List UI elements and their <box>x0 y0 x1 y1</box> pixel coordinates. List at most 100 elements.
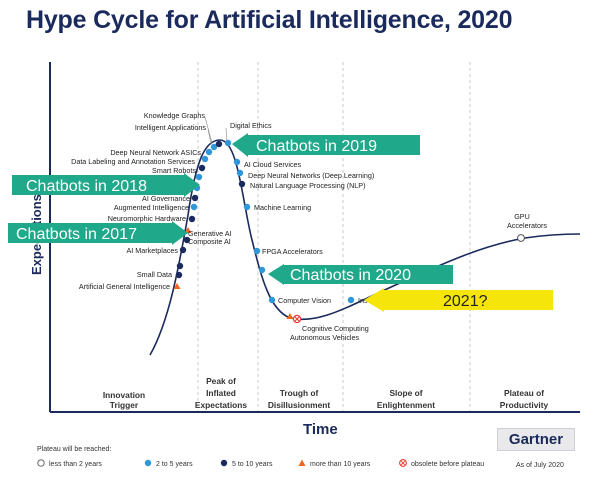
callout-label: Chatbots in 2019 <box>256 138 377 155</box>
as-of-date: As of July 2020 <box>516 462 564 469</box>
callout-label: Chatbots in 2020 <box>290 267 411 284</box>
leader-lines <box>204 116 228 145</box>
tech-marker <box>188 215 196 223</box>
tech-marker <box>286 313 294 319</box>
phase-label-2: Inflated <box>206 388 236 398</box>
x-axis-label: Time <box>303 421 338 438</box>
phase-label-2: Trigger <box>110 400 139 410</box>
tech-marker <box>198 164 206 172</box>
tech-label: Deep Neural Networks (Deep Learning) <box>248 171 374 180</box>
tech-marker <box>195 173 203 181</box>
phase-label-1: Innovation <box>103 390 145 400</box>
tech-marker <box>205 148 213 156</box>
tech-label: AI Marketplaces <box>126 246 178 255</box>
tech-label: GPU <box>514 212 530 221</box>
callout-arrow <box>12 173 200 197</box>
page-title: Hype Cycle for Artificial Intelligence, … <box>26 6 513 34</box>
phase-separators <box>197 62 471 412</box>
tech-marker <box>258 266 266 274</box>
tech-label: Ins <box>358 296 368 305</box>
callout-2018: Chatbots in 2018 <box>12 173 200 197</box>
phase-label-1: Trough of <box>280 388 319 398</box>
callout-2020: Chatbots in 2020 <box>268 264 453 285</box>
legend-marker-hollow <box>37 459 45 467</box>
tech-label: Artificial General Intelligence <box>79 282 170 291</box>
tech-marker <box>179 246 187 254</box>
tech-marker <box>243 203 251 211</box>
callout-2017: Chatbots in 2017 <box>8 221 188 245</box>
tech-label: Natural Language Processing (NLP) <box>250 181 365 190</box>
leader-line <box>225 127 228 143</box>
phase-label-2: Disillusionment <box>268 400 331 410</box>
callout-arrow <box>232 133 420 157</box>
tech-marker <box>224 139 232 147</box>
tech-marker <box>210 143 218 151</box>
callout-label: Chatbots in 2018 <box>26 178 147 195</box>
callout-arrow <box>8 221 188 245</box>
tech-marker <box>190 203 198 211</box>
tech-marker <box>517 234 525 242</box>
callout-arrow <box>268 264 453 285</box>
legend-marker-orange-triangle <box>298 459 306 466</box>
phase-label-1: Slope of <box>389 388 422 398</box>
legend-heading: Plateau will be reached: <box>37 446 111 453</box>
tech-marker <box>173 283 181 289</box>
tech-label: FPGA Accelerators <box>262 247 323 256</box>
tech-marker <box>183 236 191 244</box>
phase-label-2: Productivity <box>500 400 549 410</box>
tech-label: AI Cloud Services <box>244 160 302 169</box>
legend: Plateau will be reached: less than 2 yea… <box>37 446 484 468</box>
tech-label: Neuromorphic Hardware <box>108 214 186 223</box>
legend-label: 5 to 10 years <box>232 461 273 468</box>
tech-label: Augmented Intelligence <box>114 203 189 212</box>
tech-marker <box>233 158 241 166</box>
legend-marker-light-blue <box>144 459 152 467</box>
callout-arrow <box>364 288 553 312</box>
tech-marker <box>191 194 199 202</box>
tech-label: Composite AI <box>188 237 231 246</box>
tech-label: Computer Vision <box>278 296 331 305</box>
tech-label: Generative AI <box>188 229 232 238</box>
tech-label: AI Governance <box>142 194 190 203</box>
legend-marker-dark-navy <box>220 459 228 467</box>
tech-marker <box>175 271 183 279</box>
tech-label: Smart Robots <box>152 166 196 175</box>
tech-marker <box>347 296 355 304</box>
gartner-logo: Gartner <box>497 428 575 451</box>
tech-label: Autonomous Vehicles <box>290 333 360 342</box>
tech-label: Intelligent Applications <box>135 123 207 132</box>
tech-marker <box>253 247 261 255</box>
obsolete-marker <box>292 314 302 324</box>
tech-marker <box>268 296 276 304</box>
leader-line <box>207 128 212 145</box>
tech-marker <box>238 180 246 188</box>
tech-label: Small Data <box>137 270 172 279</box>
legend-label: more than 10 years <box>310 461 371 468</box>
hype-curve <box>149 139 581 356</box>
callout-2019: Chatbots in 2019 <box>232 133 420 157</box>
tech-label: Deep Neural Network ASICs <box>110 148 201 157</box>
tech-label: Machine Learning <box>254 203 311 212</box>
phase-labels: Innovation Trigger Peak of Inflated Expe… <box>103 376 549 410</box>
tech-label: Digital Ethics <box>230 121 272 130</box>
legend-label: less than 2 years <box>49 461 102 468</box>
tech-marker <box>215 140 223 148</box>
tech-marker <box>201 155 209 163</box>
legend-marker-red-x <box>399 459 407 467</box>
phase-label-3: Expectations <box>195 400 247 410</box>
tech-marker <box>236 169 244 177</box>
callout-2021: 2021? <box>364 288 553 312</box>
tech-marker <box>176 262 184 270</box>
legend-label: obsolete before plateau <box>411 461 484 468</box>
callout-label: 2021? <box>443 293 488 310</box>
phase-label-1: Peak of <box>206 376 236 386</box>
tech-markers <box>173 139 525 324</box>
phase-label-1: Plateau of <box>504 388 544 398</box>
legend-label: 2 to 5 years <box>156 461 193 468</box>
tech-marker <box>184 227 192 233</box>
tech-label: Cognitive Computing <box>302 324 369 333</box>
tech-label: Accelerators <box>507 221 547 230</box>
tech-label: Data Labeling and Annotation Services <box>71 157 195 166</box>
callout-label: Chatbots in 2017 <box>16 226 137 243</box>
